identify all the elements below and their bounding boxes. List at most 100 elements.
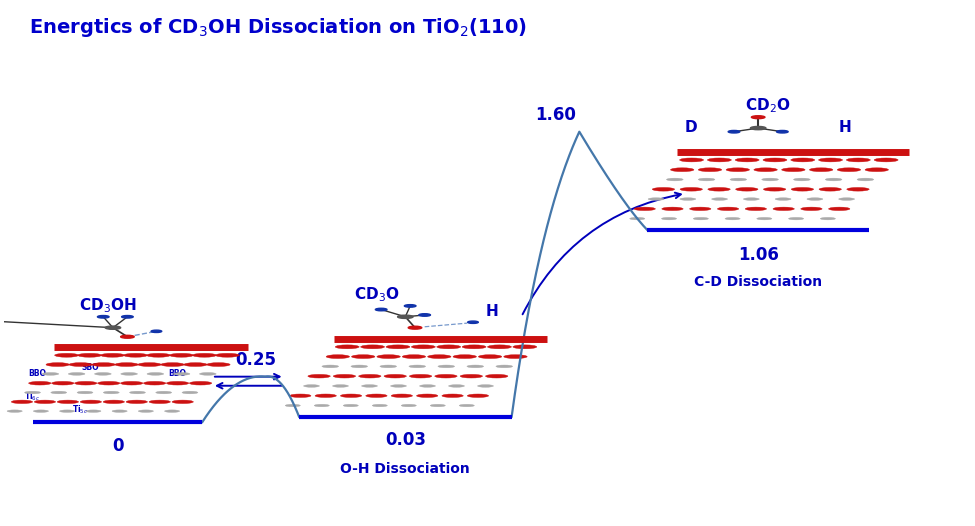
Ellipse shape — [460, 375, 483, 378]
Ellipse shape — [634, 207, 655, 210]
Ellipse shape — [693, 217, 709, 220]
Text: 0.03: 0.03 — [385, 431, 426, 449]
Ellipse shape — [782, 168, 805, 171]
Ellipse shape — [735, 158, 760, 162]
Ellipse shape — [661, 217, 677, 220]
Ellipse shape — [725, 217, 740, 220]
Ellipse shape — [98, 381, 120, 385]
Text: Energtics of CD$_3$OH Dissociation on TiO$_2$(110): Energtics of CD$_3$OH Dissociation on Ti… — [29, 16, 527, 39]
Ellipse shape — [34, 400, 56, 403]
Ellipse shape — [730, 178, 747, 181]
Ellipse shape — [416, 394, 438, 398]
Ellipse shape — [126, 400, 147, 403]
Ellipse shape — [7, 410, 22, 412]
Text: 0: 0 — [112, 437, 124, 454]
Ellipse shape — [74, 381, 97, 385]
Ellipse shape — [100, 353, 125, 357]
Ellipse shape — [103, 391, 119, 394]
Ellipse shape — [112, 410, 127, 412]
Ellipse shape — [819, 187, 841, 191]
Ellipse shape — [315, 394, 336, 398]
Ellipse shape — [332, 385, 348, 387]
Ellipse shape — [384, 375, 407, 378]
Ellipse shape — [438, 365, 454, 368]
Ellipse shape — [380, 365, 397, 368]
Ellipse shape — [375, 308, 387, 311]
Ellipse shape — [430, 404, 446, 407]
Ellipse shape — [377, 355, 401, 359]
Ellipse shape — [386, 345, 410, 349]
Ellipse shape — [847, 187, 869, 191]
Ellipse shape — [865, 168, 888, 171]
Text: 1.06: 1.06 — [738, 246, 779, 264]
Ellipse shape — [838, 198, 854, 200]
Ellipse shape — [326, 355, 350, 359]
Ellipse shape — [33, 410, 49, 412]
Ellipse shape — [170, 353, 193, 357]
Ellipse shape — [68, 372, 85, 375]
Ellipse shape — [351, 365, 368, 368]
Ellipse shape — [409, 365, 426, 368]
Ellipse shape — [308, 375, 331, 378]
Text: BBO: BBO — [169, 369, 186, 378]
Ellipse shape — [151, 330, 162, 332]
Ellipse shape — [467, 394, 488, 398]
Ellipse shape — [182, 391, 198, 394]
Ellipse shape — [121, 335, 135, 338]
Ellipse shape — [138, 410, 153, 412]
Ellipse shape — [751, 126, 766, 130]
Ellipse shape — [437, 345, 460, 349]
Ellipse shape — [405, 305, 416, 307]
Ellipse shape — [398, 315, 413, 318]
Text: O-H Dissociation: O-H Dissociation — [340, 462, 470, 476]
Ellipse shape — [504, 355, 527, 359]
Ellipse shape — [51, 391, 66, 394]
Ellipse shape — [761, 178, 778, 181]
Ellipse shape — [648, 198, 664, 200]
Ellipse shape — [290, 394, 311, 398]
Ellipse shape — [174, 372, 190, 375]
Ellipse shape — [359, 375, 381, 378]
Ellipse shape — [763, 158, 787, 162]
Ellipse shape — [488, 345, 512, 349]
Ellipse shape — [411, 345, 435, 349]
Ellipse shape — [462, 345, 487, 349]
Ellipse shape — [105, 326, 121, 329]
Ellipse shape — [403, 355, 426, 359]
Text: Ti$_{5c}$: Ti$_{5c}$ — [72, 403, 88, 416]
Ellipse shape — [167, 381, 189, 385]
Ellipse shape — [86, 410, 101, 412]
Ellipse shape — [698, 168, 722, 171]
Ellipse shape — [215, 353, 239, 357]
Ellipse shape — [435, 375, 457, 378]
Ellipse shape — [419, 385, 436, 387]
Ellipse shape — [322, 365, 338, 368]
Ellipse shape — [754, 168, 777, 171]
Text: CD$_3$O: CD$_3$O — [354, 286, 399, 304]
Ellipse shape — [680, 158, 704, 162]
Ellipse shape — [479, 355, 502, 359]
Ellipse shape — [172, 400, 193, 403]
Ellipse shape — [92, 362, 115, 367]
Ellipse shape — [680, 198, 696, 200]
Ellipse shape — [513, 345, 537, 349]
Ellipse shape — [156, 391, 172, 394]
Ellipse shape — [667, 178, 683, 181]
Ellipse shape — [58, 400, 79, 403]
Ellipse shape — [776, 130, 788, 133]
Ellipse shape — [115, 362, 138, 367]
Ellipse shape — [829, 207, 850, 210]
Ellipse shape — [192, 353, 216, 357]
Ellipse shape — [340, 394, 362, 398]
Ellipse shape — [792, 187, 813, 191]
Ellipse shape — [752, 116, 765, 119]
Ellipse shape — [630, 217, 644, 220]
Ellipse shape — [791, 158, 815, 162]
Ellipse shape — [333, 375, 356, 378]
Ellipse shape — [453, 355, 477, 359]
Ellipse shape — [875, 158, 898, 162]
Ellipse shape — [161, 362, 184, 367]
Ellipse shape — [124, 353, 147, 357]
Ellipse shape — [343, 404, 359, 407]
Ellipse shape — [718, 207, 739, 210]
